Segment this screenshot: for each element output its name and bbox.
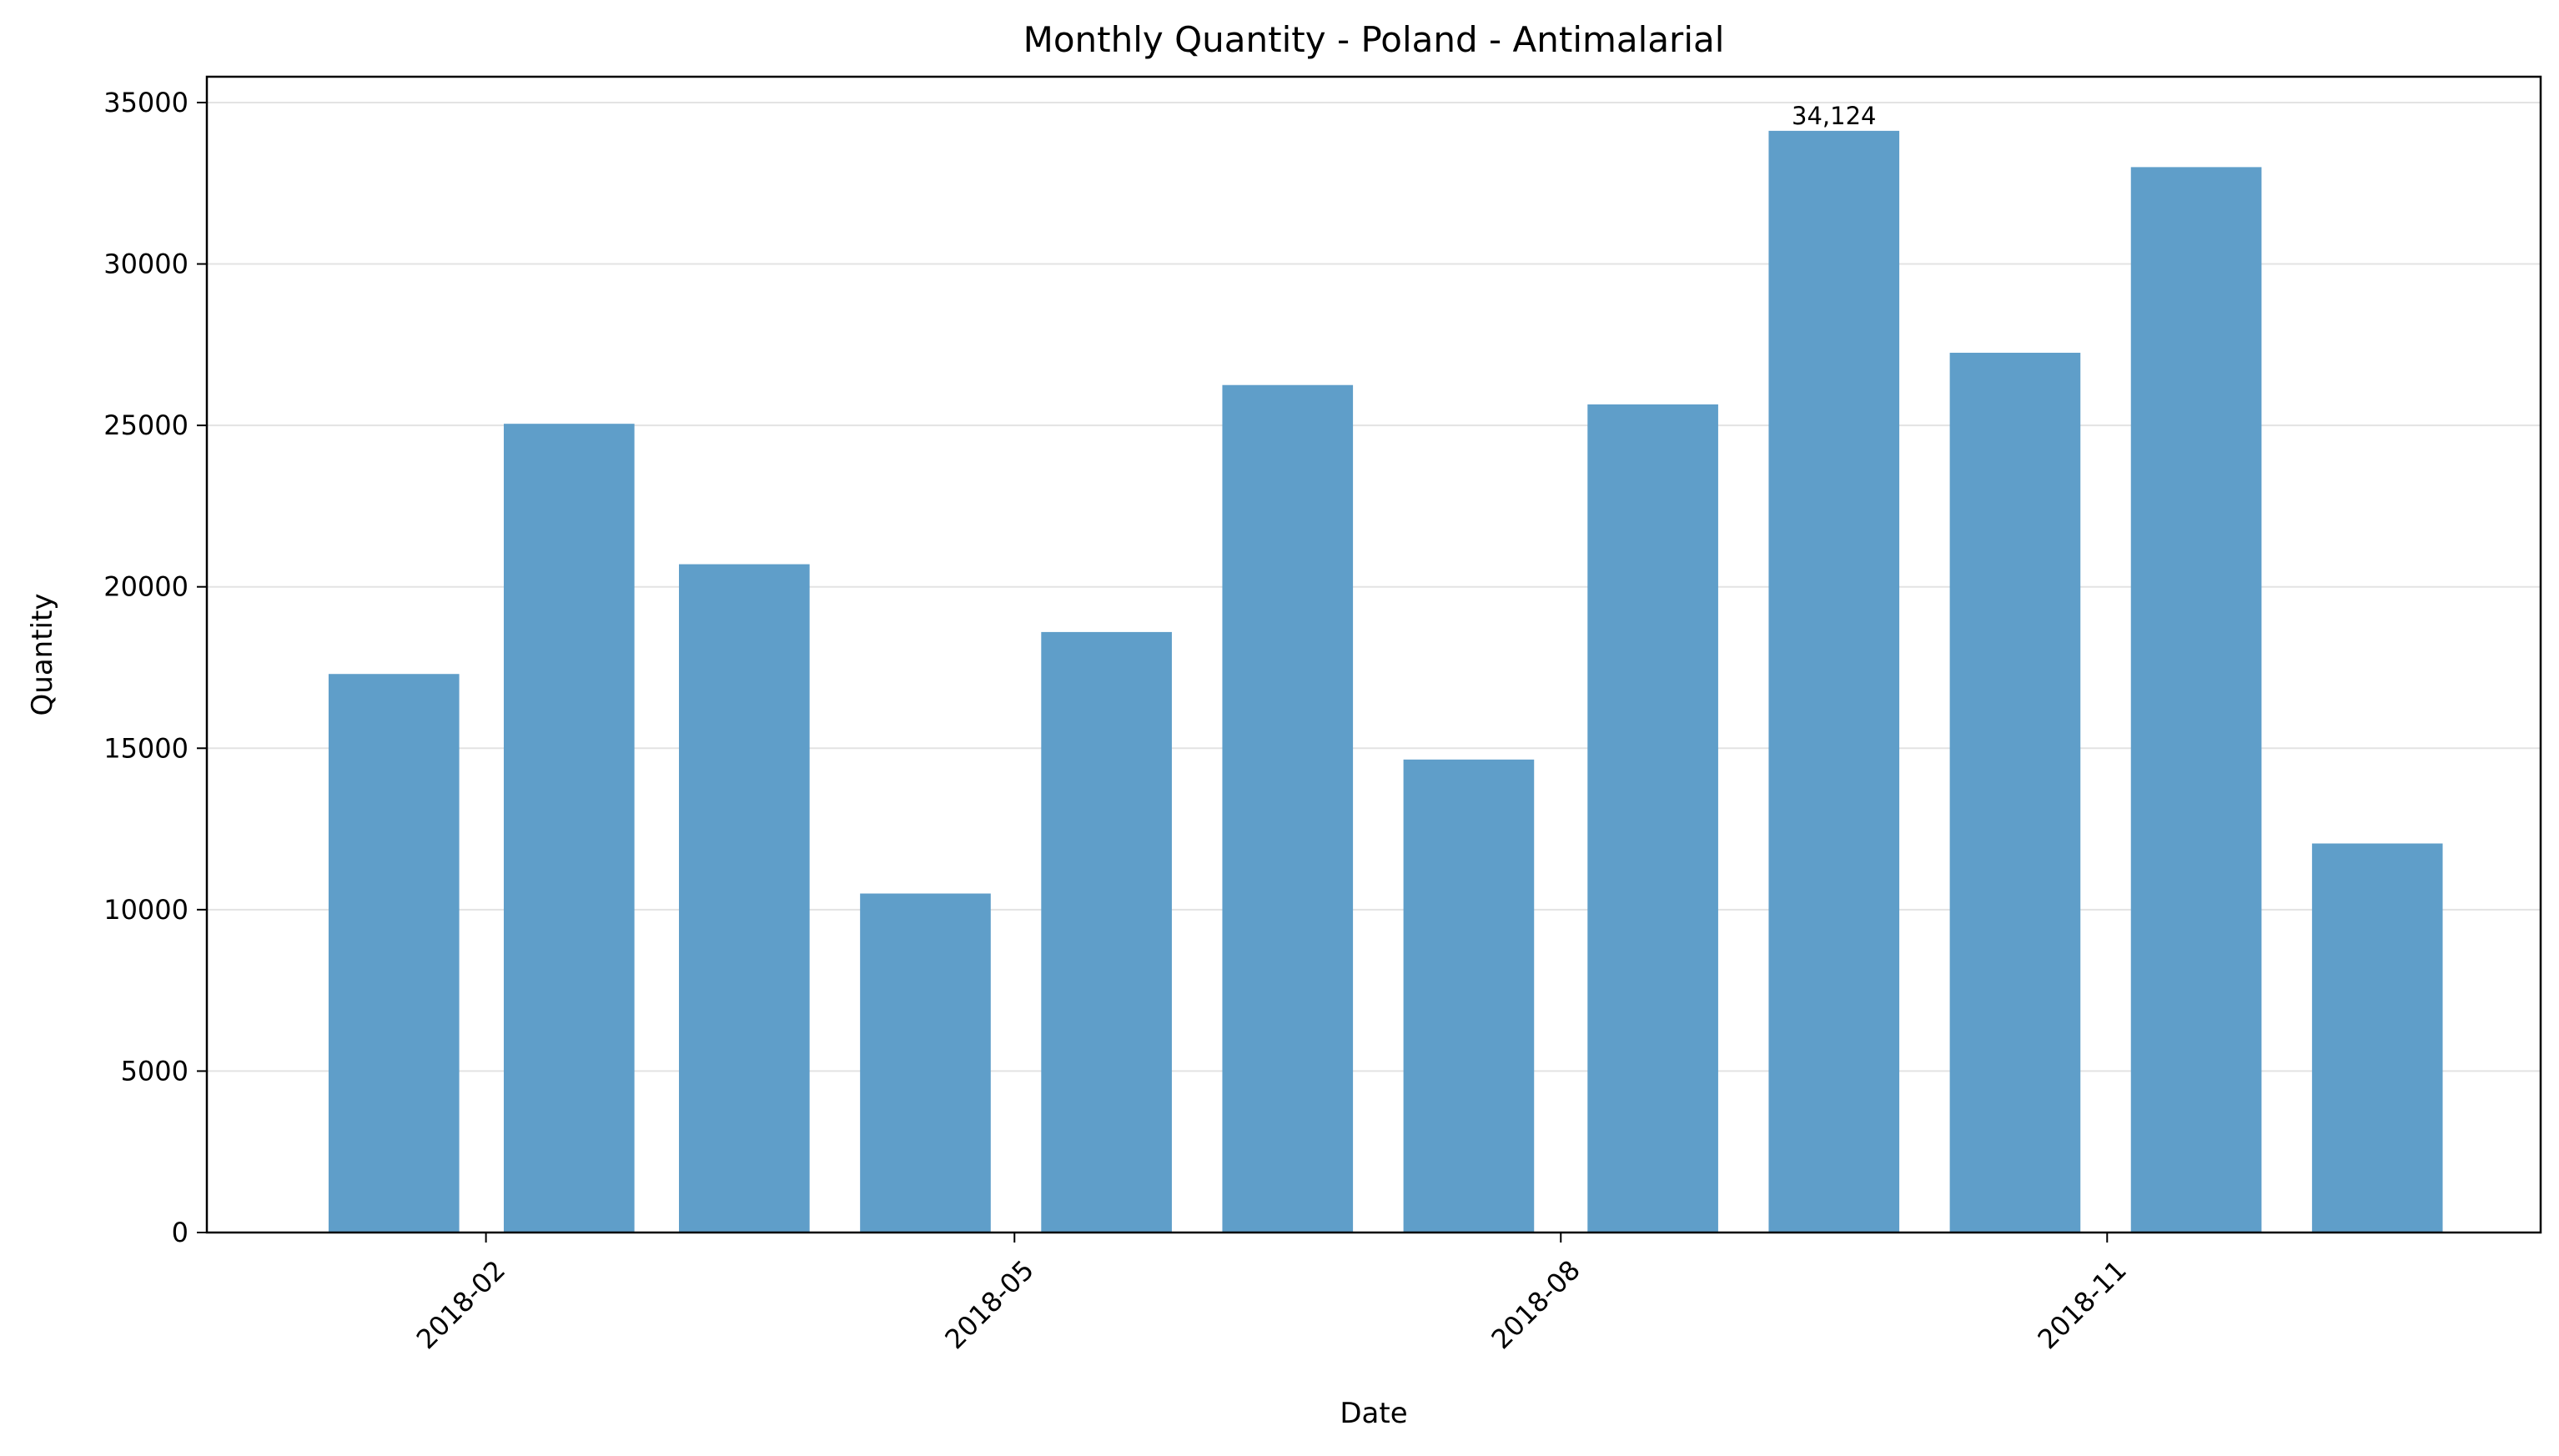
y-tick-label: 35000 bbox=[103, 87, 189, 118]
bar-2018-12 bbox=[2311, 843, 2443, 1233]
y-tick-label: 25000 bbox=[103, 409, 189, 441]
bar-2018-11 bbox=[2130, 167, 2262, 1233]
y-axis-label: Quantity bbox=[26, 594, 59, 716]
plot-frame bbox=[205, 75, 2542, 1234]
bar-2018-09 bbox=[1768, 130, 1900, 1233]
y-tick-label: 30000 bbox=[103, 249, 189, 280]
bar-2018-01 bbox=[328, 674, 460, 1233]
annotations: 34,124 bbox=[1792, 102, 1876, 130]
bar-2018-06 bbox=[1222, 384, 1354, 1233]
bar-2018-03 bbox=[679, 564, 810, 1233]
bar-2018-07 bbox=[1403, 759, 1535, 1233]
bar-value-label: 34,124 bbox=[1792, 102, 1876, 130]
bar-2018-05 bbox=[1041, 631, 1172, 1233]
x-axis-label: Date bbox=[1340, 1397, 1407, 1430]
bar-2018-04 bbox=[860, 893, 991, 1233]
bar-2018-08 bbox=[1587, 404, 1718, 1233]
bar-2018-10 bbox=[1949, 353, 2081, 1233]
y-tick-label: 10000 bbox=[103, 894, 189, 926]
bar-2018-02 bbox=[503, 424, 635, 1233]
y-tick-label: 5000 bbox=[121, 1055, 189, 1087]
bars bbox=[328, 130, 2443, 1233]
chart-title: Monthly Quantity - Poland - Antimalarial bbox=[1023, 19, 1725, 60]
y-tick-label: 15000 bbox=[103, 732, 189, 764]
y-tick-label: 0 bbox=[172, 1217, 189, 1248]
y-tick-label: 20000 bbox=[103, 571, 189, 603]
